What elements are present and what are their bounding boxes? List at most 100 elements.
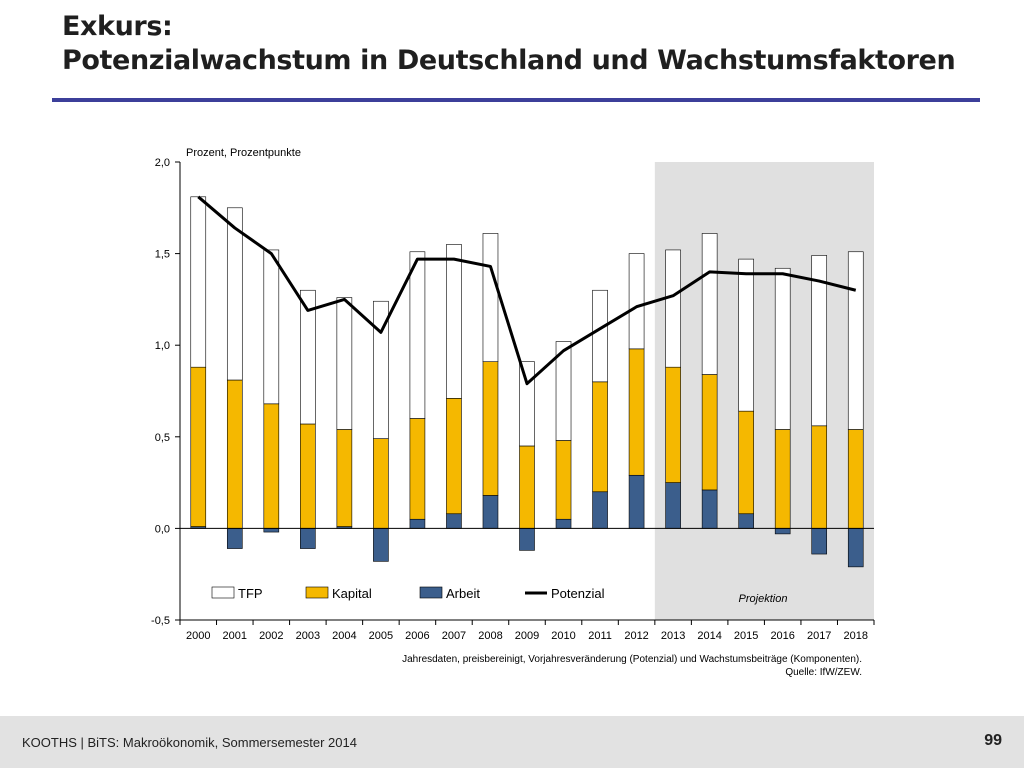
bar-arbeit-2007 [446, 513, 462, 529]
bar-kapital-2001 [226, 379, 243, 529]
x-tick-label: 2015 [734, 630, 758, 642]
bar-tfp-2005 [373, 300, 389, 439]
footer-text: KOOTHS | BiTS: Makroökonomik, Sommerseme… [22, 735, 357, 750]
bar-kapital-2000 [190, 366, 207, 527]
title-line-2: Potenzialwachstum in Deutschland und Wac… [62, 45, 956, 76]
bar-arbeit-2005 [373, 528, 389, 562]
slide-title: Exkurs: Potenzialwachstum in Deutschland… [62, 10, 956, 78]
legend-label-potenzial: Potenzial [551, 586, 605, 601]
bar-kapital-2004 [336, 429, 353, 527]
x-tick-label: 2002 [259, 630, 283, 642]
bar-kapital-2003 [300, 423, 316, 529]
bar-tfp-2008 [482, 233, 499, 362]
bar-kapital-2018 [847, 429, 864, 529]
bar-kapital-2008 [482, 361, 499, 496]
bar-kapital-2005 [373, 438, 389, 529]
legend-label-arbeit: Arbeit [446, 586, 480, 601]
page-number: 99 [984, 732, 1002, 749]
legend-swatch-tfp [211, 586, 235, 599]
x-tick-label: 2004 [332, 630, 356, 642]
chart-legend: TFP Kapital Arbeit Potenzial [211, 586, 605, 601]
bar-arbeit-2009 [519, 528, 535, 551]
y-tick-label: -0,5 [151, 615, 170, 627]
bar-tfp-2011 [592, 289, 608, 383]
bar-kapital-2006 [409, 418, 426, 520]
bar-arbeit-2014 [701, 489, 718, 529]
x-tick-label: 2016 [770, 630, 794, 642]
y-tick-label: 0,0 [155, 523, 170, 535]
y-tick-label: 0,5 [155, 432, 170, 444]
bar-kapital-2014 [701, 374, 718, 491]
x-tick-label: 2011 [588, 630, 612, 642]
legend-swatch-kapital [305, 586, 329, 599]
legend-swatch-arbeit [419, 586, 443, 599]
x-tick-label: 2018 [843, 630, 867, 642]
bar-tfp-2000 [190, 196, 207, 368]
bar-kapital-2015 [738, 410, 754, 515]
bar-tfp-2009 [519, 361, 535, 447]
bar-kapital-2009 [519, 445, 535, 529]
bar-arbeit-2008 [482, 495, 499, 529]
x-tick-label: 2007 [442, 630, 466, 642]
bar-arbeit-2002 [263, 528, 280, 533]
bar-kapital-2017 [811, 425, 828, 529]
bar-tfp-2006 [409, 251, 426, 419]
bar-kapital-2010 [555, 440, 572, 520]
line-potenzial [197, 195, 857, 386]
x-tick-label: 2009 [515, 630, 539, 642]
bar-arbeit-2003 [300, 528, 316, 549]
projection-area [654, 162, 874, 620]
bar-kapital-2002 [263, 403, 280, 529]
bar-kapital-2016 [774, 429, 791, 529]
bar-arbeit-2012 [628, 474, 645, 529]
bar-kapital-2007 [446, 398, 462, 515]
y-tick-label: 1,5 [155, 249, 170, 261]
bar-arbeit-2006 [409, 518, 426, 529]
bar-arbeit-2017 [811, 528, 828, 555]
source-note-line-1: Jahresdaten, preisbereinigt, Vorjahresve… [402, 654, 862, 665]
x-tick-label: 2005 [369, 630, 393, 642]
title-divider [52, 98, 980, 102]
y-tick-label: 1,0 [155, 340, 170, 352]
x-tick-label: 2008 [478, 630, 502, 642]
bar-arbeit-2013 [665, 482, 681, 529]
bar-tfp-2017 [811, 255, 828, 427]
x-tick-label: 2006 [405, 630, 429, 642]
x-tick-label: 2012 [624, 630, 648, 642]
x-tick-label: 2017 [807, 630, 831, 642]
bar-tfp-2003 [300, 289, 316, 425]
bar-arbeit-2015 [738, 513, 754, 529]
bar-tfp-2004 [336, 297, 353, 430]
bar-arbeit-2018 [847, 528, 864, 568]
growth-chart: 2,0 1,5 1,0 0,5 0,0 -0,5 2000 2001 2002 2003 2004 2… [151, 147, 875, 678]
bar-tfp-2015 [738, 258, 754, 412]
bar-arbeit-2016 [774, 528, 791, 535]
bar-tfp-2010 [555, 341, 572, 441]
bar-tfp-2013 [665, 249, 681, 368]
projection-label: Projektion [739, 593, 788, 605]
x-tick-label: 2000 [186, 630, 210, 642]
footer-bar: KOOTHS | BiTS: Makroökonomik, Sommerseme… [0, 716, 1024, 768]
y-tick-label: 2,0 [155, 157, 170, 169]
bar-tfp-2012 [628, 253, 645, 350]
bar-kapital-2013 [665, 366, 681, 483]
bar-tfp-2001 [226, 207, 243, 381]
bar-tfp-2007 [446, 244, 462, 399]
title-line-1: Exkurs: [62, 11, 173, 42]
bar-arbeit-2011 [592, 491, 608, 529]
bar-kapital-2011 [592, 381, 608, 493]
bar-tfp-2018 [847, 251, 864, 430]
bar-arbeit-2010 [555, 518, 572, 529]
x-tick-label: 2003 [296, 630, 320, 642]
x-tick-label: 2013 [661, 630, 685, 642]
bar-tfp-2016 [774, 267, 791, 430]
bar-arbeit-2001 [226, 528, 243, 549]
source-note-line-2: Quelle: IfW/ZEW. [785, 667, 862, 678]
legend-label-kapital: Kapital [332, 586, 372, 601]
unit-label: Prozent, Prozentpunkte [186, 147, 301, 159]
legend-label-tfp: TFP [238, 586, 263, 601]
x-tick-label: 2014 [697, 630, 721, 642]
x-tick-label: 2010 [551, 630, 575, 642]
x-tick-label: 2001 [223, 630, 247, 642]
bar-tfp-2002 [263, 249, 280, 405]
